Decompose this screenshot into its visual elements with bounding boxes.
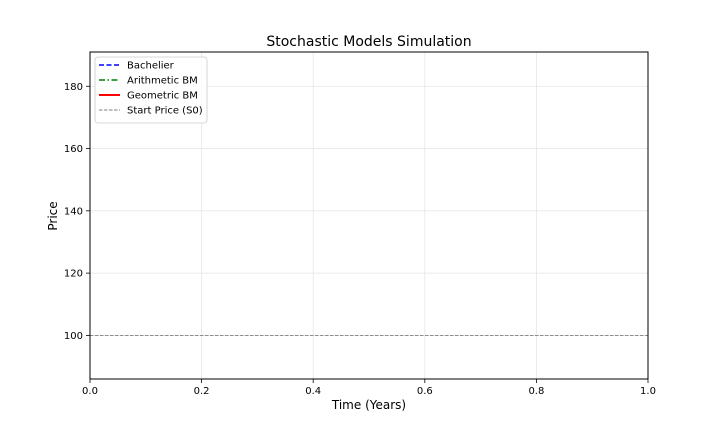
x-tick-label: 0.0 — [82, 386, 98, 397]
legend-box — [94, 56, 208, 124]
y-tick-label: 140 — [64, 206, 83, 217]
x-axis: 0.0 0.2 0.4 0.6 0.8 1.0 — [82, 379, 656, 397]
legend-label-2: Geometric BM — [127, 91, 198, 102]
legend-label-3: Start Price (S0) — [127, 106, 203, 117]
y-axis: 100 120 140 160 180 — [64, 82, 90, 342]
plot-frame — [89, 51, 649, 380]
x-tick-label: 0.8 — [528, 386, 544, 397]
legend-label-0: Bachelier — [127, 61, 175, 72]
y-tick-label: 160 — [64, 144, 83, 155]
x-tick-label: 0.2 — [194, 386, 210, 397]
legend-label-1: Arithmetic BM — [127, 76, 198, 87]
y-tick-label: 180 — [64, 82, 83, 93]
y-tick-label: 120 — [64, 269, 83, 280]
chart-title: Stochastic Models Simulation — [266, 34, 471, 50]
y-axis-label: Price — [46, 201, 60, 230]
x-tick-label: 1.0 — [640, 386, 656, 397]
y-tick-label: 100 — [64, 331, 83, 342]
x-axis-label: Time (Years) — [331, 398, 406, 412]
legend: Bachelier Arithmetic BM Geometric BM Start … — [94, 56, 208, 124]
x-tick-label: 0.4 — [305, 386, 321, 397]
x-tick-label: 0.6 — [417, 386, 433, 397]
